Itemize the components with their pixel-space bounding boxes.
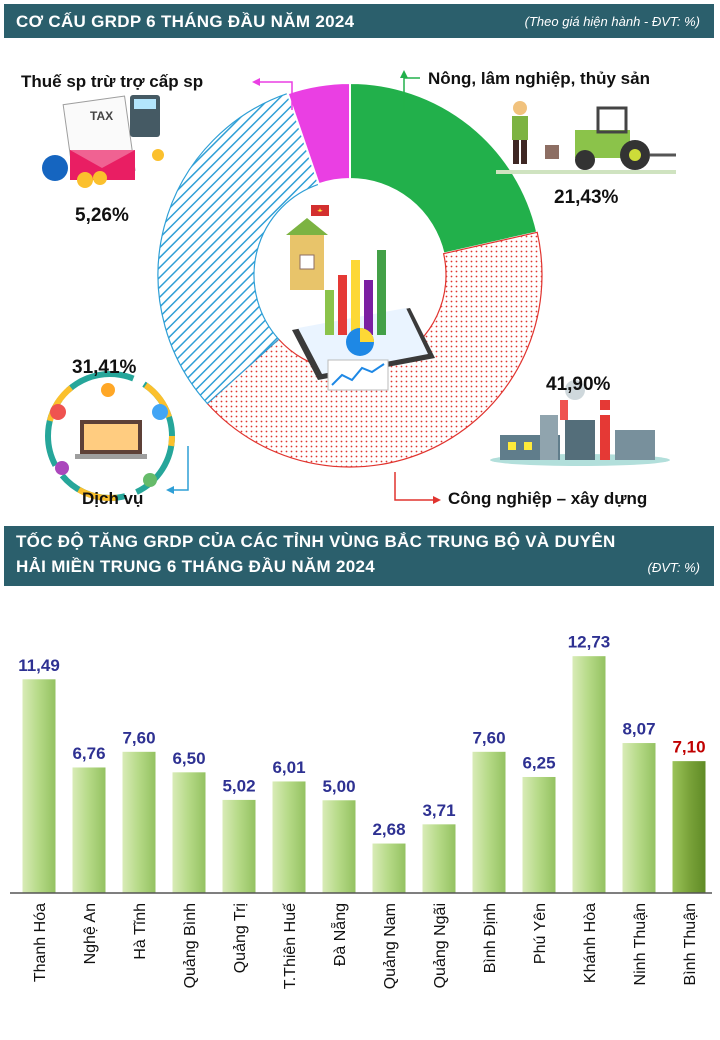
agriculture-leader-arrow [400,70,408,78]
bar-12 [621,742,657,894]
bar-series: 11,49 Thanh Hóa 6,76 Nghệ An 7,60 Hà Tĩnh 6,50… [18,633,707,989]
grdp-growth-bar-chart: 11,49 Thanh Hóa 6,76 Nghệ An 7,60 Hà Tĩnh 6,50… [10,633,712,989]
bar-category-label-12: Ninh Thuận [632,903,649,985]
bar-category-label-8: Quảng Ngãi [432,903,449,988]
industry-leader-arrow [433,496,441,504]
bar-value-label-9: 7,60 [472,728,505,747]
bar-category-label-9: Bình Định [482,903,499,973]
bar-unit-note: (ĐVT: %) [647,560,700,575]
taxes-leader-line [258,81,293,110]
bar-1 [71,766,107,894]
bar-title-line1: TỐC ĐỘ TĂNG GRDP CỦA CÁC TỈNH VÙNG BẮC T… [16,532,616,551]
agriculture-label: Nông, lâm nghiệp, thủy sản [428,69,650,88]
services-leader-line [172,446,189,491]
bar-category-label-6: Đà Nẵng [330,903,349,966]
services-devices-icon [45,371,175,501]
bar-title-line2: HẢI MIỀN TRUNG 6 THÁNG ĐẦU NĂM 2024 [16,557,376,576]
taxes-leader-arrow [252,78,260,86]
taxes-percent: 5,26% [75,205,129,226]
donut-slice-0 [349,81,539,255]
taxes-label: Thuế sp trừ trợ cấp sp [21,72,203,91]
bar-11 [571,655,607,894]
bar-category-label-3: Quảng Bình [182,903,199,988]
donut-slice-2 [157,92,320,405]
bar-value-label-3: 6,50 [172,749,205,768]
bar-category-label-2: Hà Tĩnh [132,903,149,960]
bar-category-label-0: Thanh Hóa [32,903,49,982]
bar-category-label-10: Phú Yên [532,903,549,964]
bar-8 [421,823,457,894]
bar-value-label-4: 5,02 [222,776,255,795]
bar-10 [521,775,557,894]
bar-category-label-4: Quảng Trị [232,903,249,973]
bar-value-label-6: 5,00 [322,777,355,796]
bar-value-label-10: 6,25 [522,753,555,772]
services-percent: 31,41% [72,357,137,378]
bar-header-bar: TỐC ĐỘ TĂNG GRDP CỦA CÁC TỈNH VÙNG BẮC T… [4,526,714,586]
donut-slices [157,81,543,468]
bar-category-label-11: Khánh Hòa [582,903,599,983]
bar-category-label-7: Quảng Nam [382,903,399,989]
agriculture-percent: 21,43% [554,187,619,208]
bar-value-label-0: 11,49 [18,656,60,675]
bar-2 [121,750,157,894]
bar-value-label-5: 6,01 [272,758,305,777]
bar-value-label-7: 2,68 [372,820,405,839]
donut-slice-3 [286,81,351,186]
bar-category-label-5: T.Thiên Huế [282,903,299,989]
svg-text:TAX: TAX [90,109,113,123]
pie-title: CƠ CẤU GRDP 6 THÁNG ĐẦU NĂM 2024 [16,12,355,31]
factory-icon [490,380,670,466]
bar-5 [271,780,307,894]
bar-value-label-8: 3,71 [422,801,455,820]
bar-4 [221,798,257,894]
services-leader-arrow [166,486,174,494]
bar-9 [471,750,507,894]
bar-value-label-1: 6,76 [72,744,105,763]
bar-3 [171,771,207,894]
bar-value-label-12: 8,07 [622,720,655,739]
bar-value-label-2: 7,60 [122,728,155,747]
bar-7 [371,842,407,894]
tax-document-icon: TAX [42,95,164,188]
pie-header-bar: CƠ CẤU GRDP 6 THÁNG ĐẦU NĂM 2024 (Theo g… [4,4,714,38]
farmer-tractor-icon [496,101,676,174]
statistics-tablet-icon [286,205,435,391]
bar-6 [321,799,357,894]
bar-0 [21,678,57,894]
bar-value-label-13: 7,10 [672,738,705,757]
services-label: Dịch vụ [82,489,143,508]
bar-category-label-13: Bình Thuận [682,903,699,985]
industry-label: Công nghiệp – xây dựng [448,489,647,508]
grdp-structure-donut-chart: TAX [21,69,676,508]
bar-13 [671,760,707,894]
industry-percent: 41,90% [546,374,611,395]
bar-category-label-1: Nghệ An [82,903,99,964]
pie-unit-note: (Theo giá hiện hành - ĐVT: %) [524,14,700,29]
industry-leader-line [394,472,435,501]
bar-value-label-11: 12,73 [568,633,611,652]
